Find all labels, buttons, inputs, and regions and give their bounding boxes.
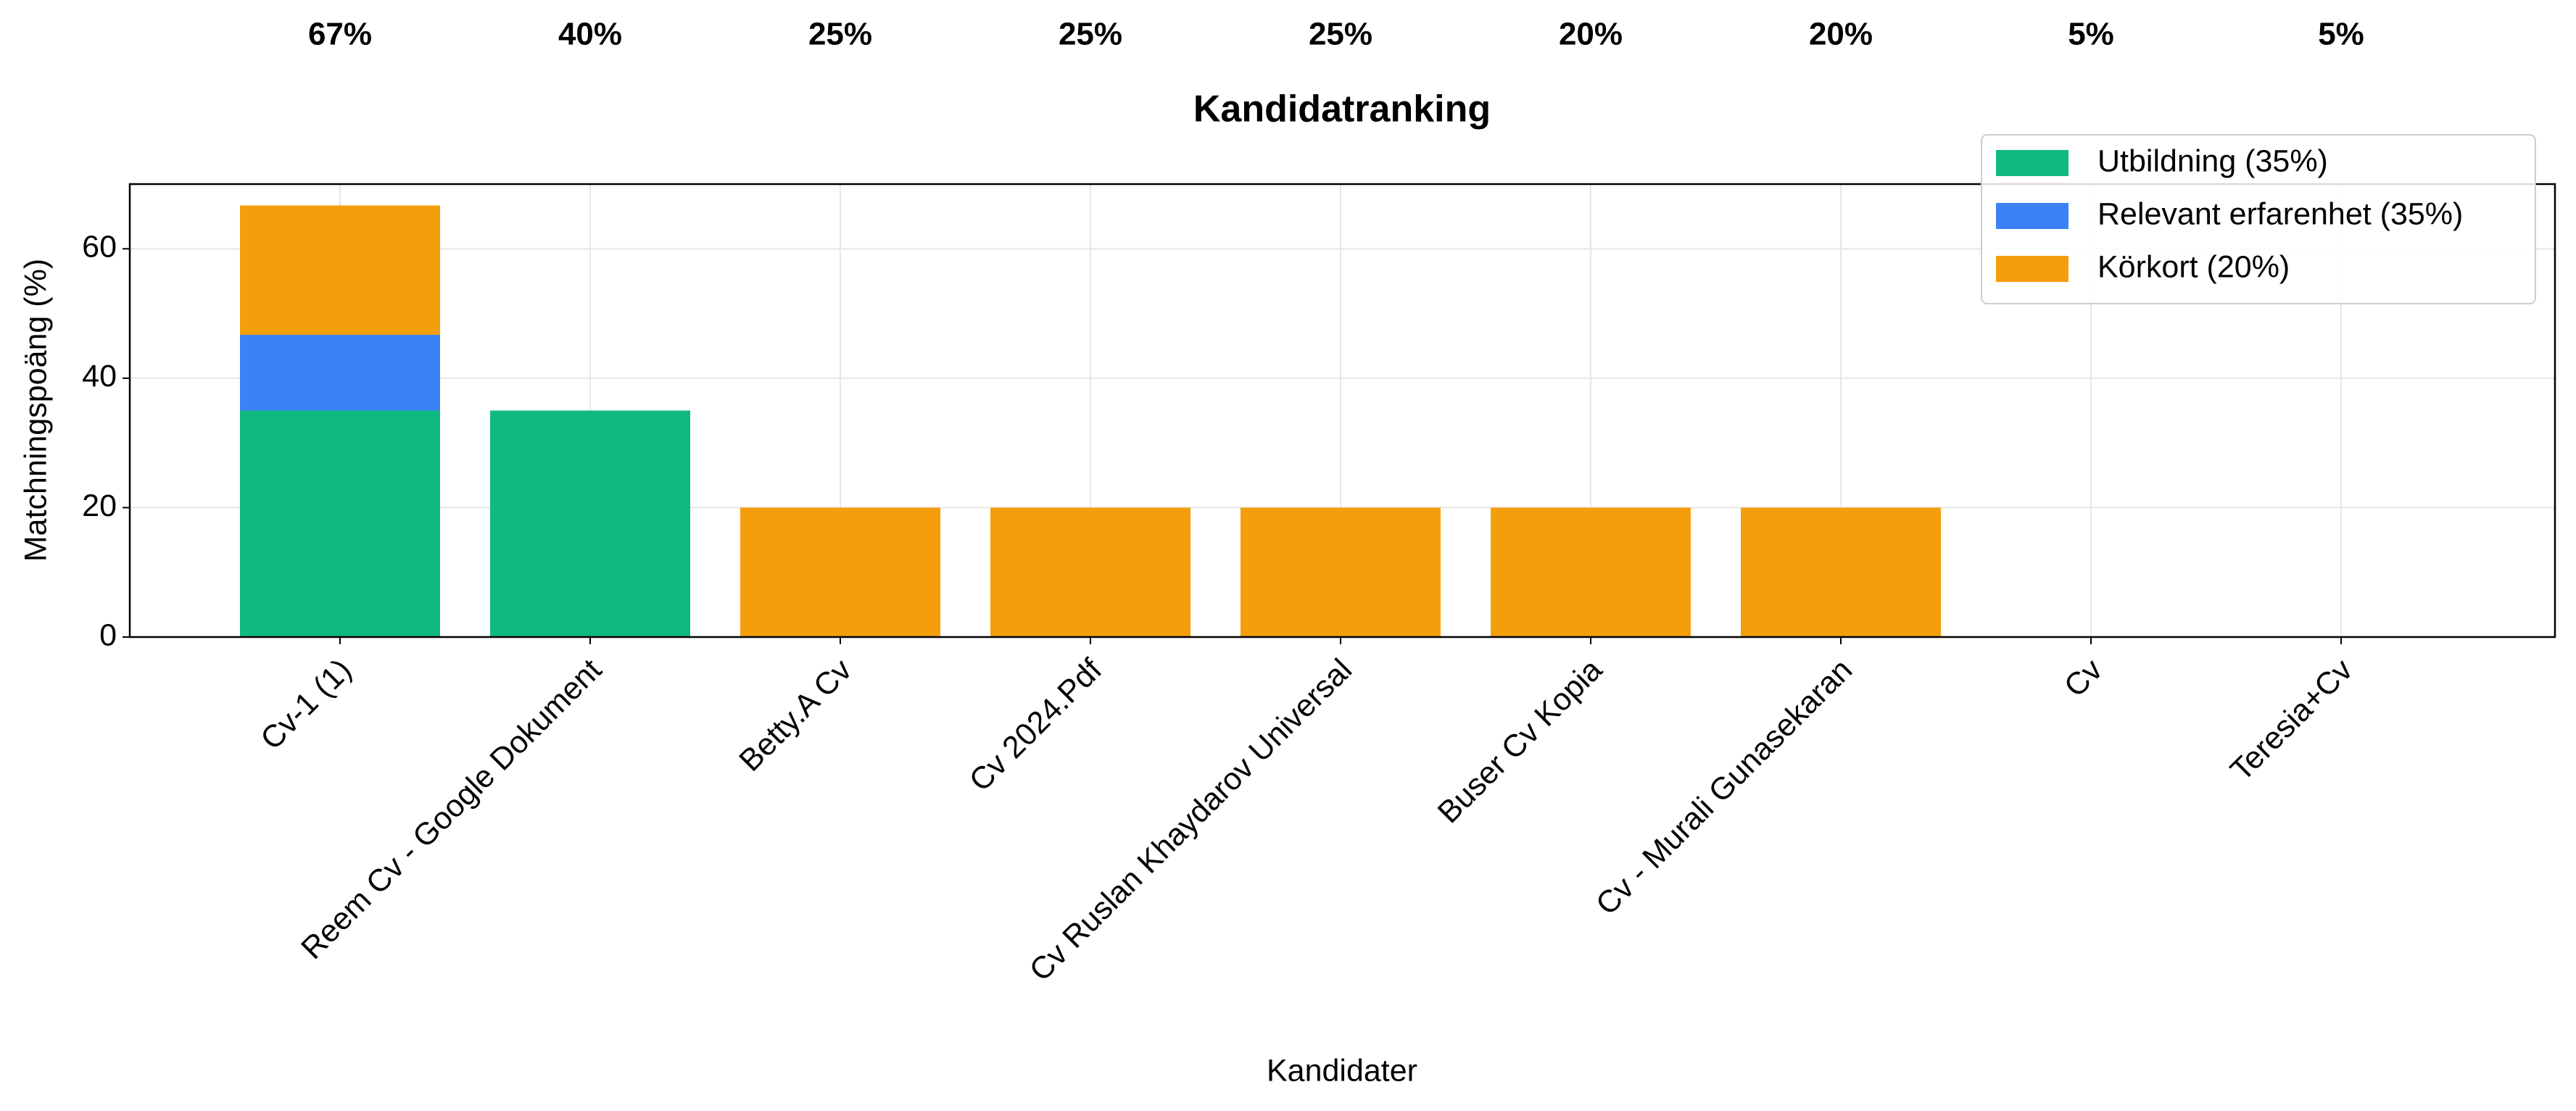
y-tick-label: 60 xyxy=(82,230,117,265)
x-axis-label: Kandidater xyxy=(1267,1053,1417,1088)
legend-swatch xyxy=(1996,203,2068,229)
top-label: 20% xyxy=(1559,17,1623,52)
legend-label: Utbildning (35%) xyxy=(2097,143,2328,178)
bar-segment xyxy=(1491,507,1691,637)
y-tick-label: 40 xyxy=(82,359,117,394)
bar-segment xyxy=(990,507,1190,637)
y-axis-label: Matchningspoäng (%) xyxy=(18,259,53,562)
bar-segment xyxy=(240,335,440,411)
y-tick-label: 20 xyxy=(82,488,117,523)
top-label: 25% xyxy=(1309,17,1372,52)
top-label: 40% xyxy=(558,17,622,52)
bar-segment xyxy=(1241,507,1441,637)
bar-segment xyxy=(740,507,940,637)
plot-frame xyxy=(128,183,2556,638)
legend-swatch xyxy=(1996,256,2068,282)
bar-segment xyxy=(490,410,690,637)
top-label: 5% xyxy=(2318,17,2364,52)
top-label: 5% xyxy=(2068,17,2114,52)
top-label: 25% xyxy=(1059,17,1122,52)
y-tick-label: 0 xyxy=(99,617,117,652)
legend-box xyxy=(1981,134,2536,304)
top-label: 67% xyxy=(308,17,372,52)
bar-segment xyxy=(240,205,440,336)
top-label: 20% xyxy=(1809,17,1873,52)
top-label: 25% xyxy=(808,17,872,52)
chart-title: Kandidatranking xyxy=(1193,88,1491,130)
legend-swatch xyxy=(1996,150,2068,176)
legend-label: Körkort (20%) xyxy=(2097,249,2290,284)
bar-segment xyxy=(240,410,440,637)
legend-label: Relevant erfarenhet (35%) xyxy=(2097,196,2463,231)
bar-segment xyxy=(1741,507,1941,637)
